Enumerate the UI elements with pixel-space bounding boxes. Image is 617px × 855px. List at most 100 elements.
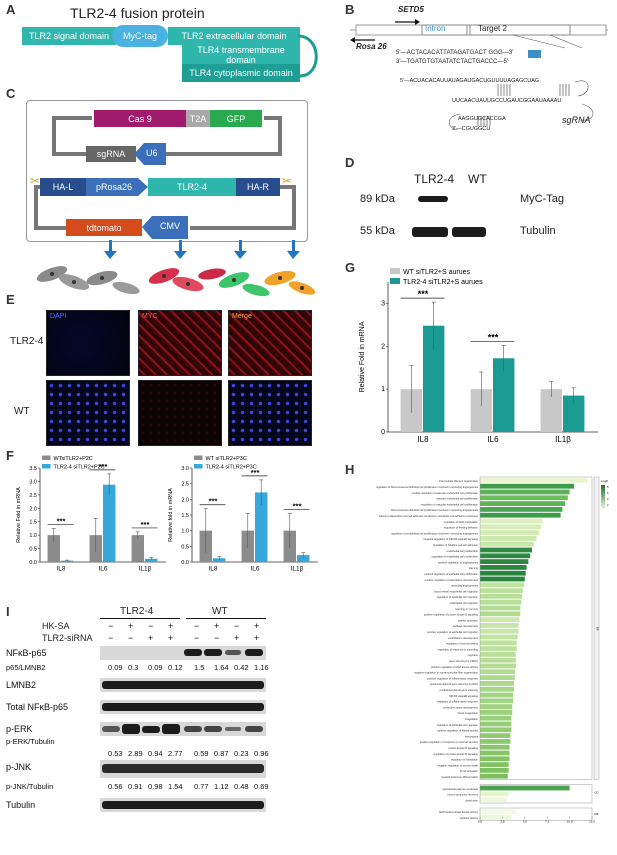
legend-swatch [390,268,400,274]
go-term-label: negative regulation of supramolecular fi… [414,671,478,675]
bar [213,558,226,562]
y-tick-label: 3 [381,300,385,307]
sig-marker: *** [209,497,218,506]
go-term-label: regulation of epithelial cell migration [437,723,479,727]
lane-value: 0.23 [234,749,249,758]
go-term-label: blood vessel endothelial cell proliferat… [391,508,479,512]
go-term-label: connective tissue development [443,705,479,709]
ratio-label-pjnk: p-JNK/Tubulin [6,782,54,791]
lane-value: 0.12 [168,663,183,672]
y-tick-label: 1.5 [181,513,189,519]
go-bar [480,640,517,646]
lane-value: − [214,633,220,643]
panel-label-g: G [345,260,356,275]
prosa26-promoter [86,178,148,196]
legend-tick: 8 [607,485,609,489]
chart-f-right: 0.0 0.5 1.0 1.5 2.0 2.5 3.0 IL8 *** IL6 *** IL1β ***… [168,455,318,573]
blot-total-nfkb [100,700,266,714]
go-term-label: positive regulation of response to exter… [420,740,479,744]
channel-dapi: DAPI [50,313,67,320]
go-term-label: regulation of wound healing [446,642,478,646]
lane-value: + [234,633,240,643]
go-term-label: distal axon [466,798,479,802]
wt-merge-image [228,380,312,446]
go-bar [480,495,568,501]
blot-lmnb2 [100,678,266,692]
blot-tubulin [100,798,266,812]
lane-value: 0.53 [108,749,123,758]
blot-perk [100,722,266,736]
bar [540,389,562,432]
x-tick-label: IL1β [555,435,571,444]
go-bar [480,512,561,518]
go-term-label: MAP kinase kinase kinase activity [439,810,479,814]
go-bar [480,501,566,506]
y-tick-label: 0.5 [181,544,189,550]
y-tick-label: 2.0 [181,497,189,503]
tlr4-cytoplasmic-domain: TLR4 cytoplasmic domain [182,64,300,82]
lane-value: 1.64 [214,663,229,672]
y-tick-label: 2.0 [29,506,37,512]
channel-merge: Merge [232,313,252,320]
go-bar [480,681,515,686]
sig-marker: *** [99,462,108,471]
cas9-block: Cas 9 [94,110,186,127]
sig-marker: *** [488,332,499,342]
go-bar [480,750,510,756]
kda-89: 89 kDa [360,193,395,205]
go-bar [480,727,512,733]
lane-value: 0.94 [148,749,163,758]
go-bar [480,507,563,512]
go-bar [480,785,570,791]
wt-dapi-image [46,380,130,446]
bar [47,535,60,562]
go-bar [480,669,515,675]
sgrna-seq-3: AAGGUGCACCGA [458,116,506,122]
go-bar [480,675,515,680]
lane-value: 0.59 [194,749,209,758]
go-term-label: positive regulation of angiogenesis [438,560,479,564]
go-bar [480,715,512,721]
tlr24-dapi-image: DAPI [46,310,130,376]
go-bar [480,623,519,628]
mf-frame [479,807,593,821]
go-bar [480,733,511,738]
lane-value: − [108,621,114,631]
lane-value: + [168,633,174,643]
legend-swatch [194,455,203,460]
sgrna-label: sgRNA [562,115,591,125]
lane-value: 0.98 [148,782,163,791]
go-term-label: regulation of protein kinase B signaling [433,752,478,756]
legend-tick: 4 [607,497,609,501]
x-tick-label: 10.0 [567,820,573,824]
ha-right-block: HA-R [236,178,280,196]
sig-marker: *** [251,468,260,477]
cell-outcome-diagram [36,240,316,297]
go-bar [480,652,516,657]
t2a-block: T2A [186,110,210,127]
sig-marker: *** [57,516,66,525]
go-bar [480,547,532,553]
myc-tag: MyC-tag [112,25,168,47]
y-tick-label: 0.5 [29,547,37,553]
lane-value: 0.09 [148,663,163,672]
kda-55: 55 kDa [360,225,395,237]
x-tick-label: IL8 [208,566,217,573]
go-bar [480,721,512,727]
x-tick-label: IL6 [98,566,107,573]
go-bar [480,524,541,530]
legend-swatch [390,278,400,284]
x-tick-label: IL8 [56,566,65,573]
go-bar [480,489,570,495]
ha-left-block: HA-L [40,178,86,196]
lane-value: 0.87 [214,749,229,758]
group-label-wt: WT [212,606,228,617]
x-tick-label: 5.0 [523,820,528,824]
target-label: Target 2 [478,24,507,33]
go-bar [480,611,521,617]
y-tick-label: 2.5 [29,493,37,499]
go-bar [480,570,526,576]
go-bar [480,797,507,802]
lane-value: 2.77 [168,749,183,758]
x-tick-label: 0.0 [478,820,483,824]
